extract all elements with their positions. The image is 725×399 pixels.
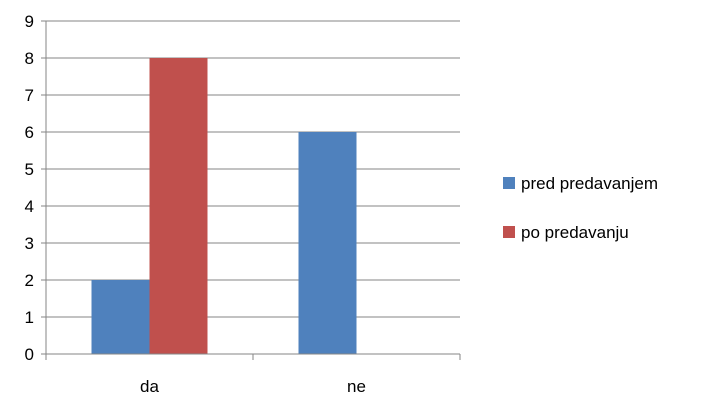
bars xyxy=(91,58,357,354)
legend-swatch xyxy=(503,226,515,238)
y-tick-label: 4 xyxy=(25,197,34,216)
y-tick-label: 2 xyxy=(25,271,34,290)
y-tick-label: 9 xyxy=(25,12,34,31)
axes: 0 1 2 3 4 5 6 7 8 9 da ne xyxy=(25,12,461,396)
y-tick-label: 0 xyxy=(25,345,34,364)
y-tick-label: 8 xyxy=(25,49,34,68)
bar xyxy=(91,280,150,354)
x-tick-label: ne xyxy=(347,377,366,396)
x-tick-label: da xyxy=(140,377,159,396)
bar xyxy=(149,58,208,354)
legend-label: pred predavanjem xyxy=(521,174,658,193)
y-tick-label: 7 xyxy=(25,86,34,105)
y-tick-label: 5 xyxy=(25,160,34,179)
y-tick-label: 3 xyxy=(25,234,34,253)
y-tick-label: 1 xyxy=(25,308,34,327)
legend-label: po predavanju xyxy=(521,223,629,242)
legend: pred predavanjem po predavanju xyxy=(503,174,658,242)
bar xyxy=(298,132,357,354)
y-tick-label: 6 xyxy=(25,123,34,142)
gridlines xyxy=(46,20,460,318)
legend-swatch xyxy=(503,177,515,189)
